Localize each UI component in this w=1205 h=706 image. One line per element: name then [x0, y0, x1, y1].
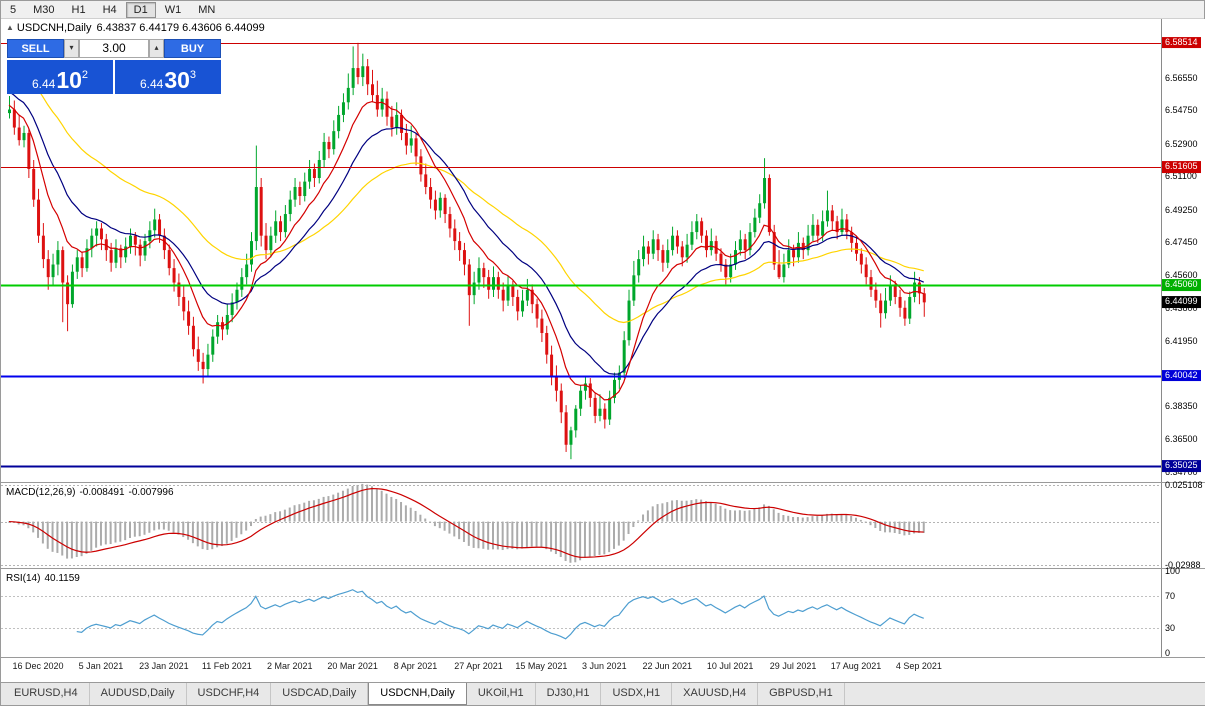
ohlc-values: 6.43837 6.44179 6.43606 6.44099 [96, 22, 265, 34]
timeframe-button-h4[interactable]: H4 [102, 3, 117, 16]
chart-tab-usdchf[interactable]: USDCHF,H4 [186, 683, 272, 705]
sell-price-pips: 10 [56, 67, 82, 93]
buy-price-pipette: 3 [189, 69, 197, 81]
current-price-label: 6.44099 [1162, 296, 1201, 309]
macd-indicator-label: MACD(12,26,9) -0.008491 -0.007996 [6, 487, 178, 498]
pane-splitter[interactable] [1, 568, 1205, 569]
volume-decrease-button[interactable]: ▾ [64, 39, 79, 58]
buy-price-display[interactable]: 6.44 30 3 [115, 60, 221, 94]
chart-tab-gbpusd[interactable]: GBPUSD,H1 [758, 683, 845, 705]
price-level-label: 6.35025 [1162, 459, 1201, 472]
date-axis-label: 27 Apr 2021 [454, 661, 503, 671]
buy-price-pips: 30 [164, 67, 190, 93]
collapse-panel-icon[interactable]: ▲ [6, 23, 14, 32]
buy-button[interactable]: BUY [164, 39, 221, 58]
timeframe-button-5[interactable]: 5 [10, 3, 17, 16]
chart-tab-xauusd[interactable]: XAUUSD,H4 [672, 683, 759, 705]
chart-tab-usdcnh[interactable]: USDCNH,Daily [368, 683, 467, 705]
rsi-indicator-label: RSI(14) 40.1159 [6, 573, 84, 584]
date-axis-label: 20 Mar 2021 [327, 661, 378, 671]
macd-name: MACD(12,26,9) [6, 487, 76, 498]
chart-tab-audusd[interactable]: AUDUSD,Daily [89, 683, 187, 705]
price-level-label: 6.51605 [1162, 161, 1201, 174]
price-axis-tick: 6.52900 [1165, 138, 1198, 149]
macd-signal-value: -0.007996 [128, 487, 174, 498]
chart-tabs-bar: EURUSD,H4 AUDUSD,Daily USDCHF,H4 USDCAD,Dai… [1, 682, 1205, 705]
chart-area: ▲ USDCNH,Daily 6.43837 6.44179 6.43606 6.4… [1, 19, 1205, 684]
date-axis-label: 5 Jan 2021 [78, 661, 124, 671]
pane-splitter[interactable] [1, 482, 1205, 483]
price-axis-tick: 6.45600 [1165, 270, 1198, 281]
rsi-axis-tick: 30 [1165, 623, 1176, 634]
date-axis-label: 22 Jun 2021 [642, 661, 693, 671]
date-axis-label: 11 Feb 2021 [201, 661, 252, 671]
date-axis-label: 29 Jul 2021 [769, 661, 817, 671]
rsi-axis-tick: 100 [1165, 566, 1181, 576]
date-axis-label: 16 Dec 2020 [12, 661, 64, 671]
one-click-trading-panel: SELL ▾ 3.00 ▴ BUY 6.44 10 2 6.44 30 3 [7, 39, 221, 94]
date-axis-label: 8 Apr 2021 [393, 661, 438, 671]
date-axis-label: 2 Mar 2021 [266, 661, 313, 671]
sell-price-base: 6.44 [31, 77, 56, 91]
price-axis-tick: 6.38350 [1165, 401, 1198, 411]
price-axis-tick: 6.41950 [1165, 336, 1198, 347]
chart-tab-usdcad[interactable]: USDCAD,Daily [271, 683, 369, 705]
date-axis-label: 4 Sep 2021 [895, 661, 942, 671]
price-axis-tick: 6.47450 [1165, 236, 1198, 247]
rsi-axis-tick: 70 [1165, 590, 1176, 601]
price-axis-tick: 6.36500 [1165, 434, 1198, 445]
trade-controls-row: SELL ▾ 3.00 ▴ BUY [7, 39, 221, 58]
macd-axis-tick: 0.025108 [1165, 480, 1203, 491]
price-axis[interactable] [1161, 19, 1205, 657]
sell-price-pipette: 2 [81, 69, 89, 81]
rsi-name: RSI(14) [6, 573, 41, 584]
date-axis-label: 17 Aug 2021 [830, 661, 882, 671]
volume-increase-button[interactable]: ▴ [149, 39, 164, 58]
macd-axis-tick: -0.02988 [1165, 559, 1201, 570]
trade-prices-row: 6.44 10 2 6.44 30 3 [7, 60, 221, 94]
sell-price-display[interactable]: 6.44 10 2 [7, 60, 113, 94]
buy-price-base: 6.44 [139, 77, 164, 91]
chart-tab-eurusd[interactable]: EURUSD,H4 [3, 683, 90, 705]
pane-splitter[interactable] [1, 657, 1205, 658]
chart-tab-dj30[interactable]: DJ30,H1 [535, 683, 602, 705]
macd-main-value: -0.008491 [79, 487, 125, 498]
price-axis-tick: 6.51100 [1165, 171, 1197, 182]
timeframe-toolbar: 5 M30 H1 H4 D1 W1 MN [1, 1, 1204, 19]
timeframe-button-d1[interactable]: D1 [125, 1, 156, 18]
chart-tab-usdx[interactable]: USDX,H1 [601, 683, 673, 705]
sell-button[interactable]: SELL [7, 39, 64, 58]
symbol-name: USDCNH,Daily [16, 22, 92, 34]
price-axis-tick: 6.49250 [1165, 204, 1198, 215]
price-axis-tick: 6.54750 [1165, 105, 1198, 116]
date-axis-label: 3 Jun 2021 [582, 661, 627, 671]
rsi-value: 40.1159 [44, 573, 80, 584]
price-level-label: 6.40042 [1162, 369, 1201, 382]
timeframe-button-w1[interactable]: W1 [164, 3, 182, 16]
price-level-label: 6.45060 [1162, 279, 1201, 292]
chart-symbol-ohlc: ▲ USDCNH,Daily 6.43837 6.44179 6.43606 6.4… [6, 22, 265, 34]
date-axis-label: 15 May 2021 [515, 661, 568, 671]
price-axis-tick: 6.56550 [1165, 72, 1198, 83]
timeframe-button-h1[interactable]: H1 [71, 3, 86, 16]
rsi-axis-tick: 0 [1165, 648, 1171, 658]
date-axis-label: 23 Jan 2021 [139, 661, 189, 671]
timeframe-button-m30[interactable]: M30 [33, 3, 55, 16]
price-chart-canvas[interactable] [1, 19, 1161, 659]
chart-tab-ukoil[interactable]: UKOil,H1 [466, 683, 536, 705]
price-level-label: 6.58514 [1162, 36, 1201, 49]
volume-input[interactable]: 3.00 [79, 39, 149, 58]
timeframe-button-mn[interactable]: MN [198, 3, 216, 16]
date-axis-label: 10 Jul 2021 [706, 661, 754, 671]
